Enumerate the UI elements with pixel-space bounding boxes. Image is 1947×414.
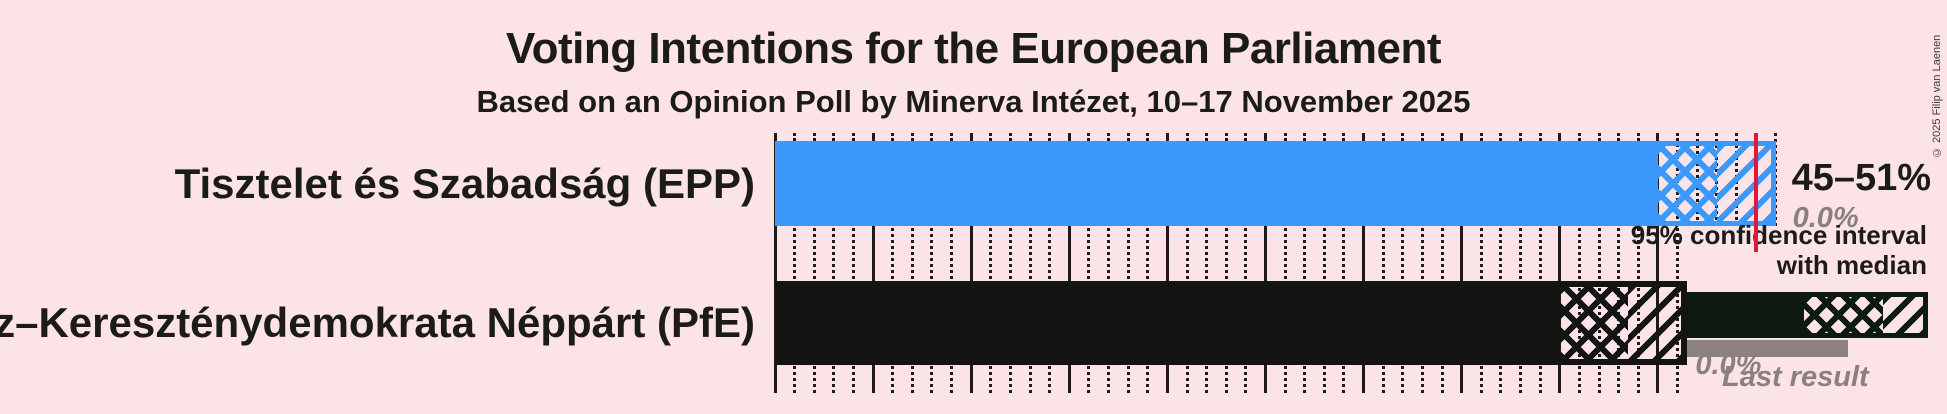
minor-gridline	[1420, 133, 1424, 393]
bar-solid-segment	[775, 281, 1560, 365]
minor-gridline	[1322, 133, 1326, 393]
minor-gridline	[950, 133, 954, 393]
bar-confidence-interval	[1657, 141, 1776, 226]
minor-gridline	[1538, 133, 1542, 393]
minor-gridline	[1381, 133, 1385, 393]
minor-gridline	[1676, 133, 1680, 393]
minor-gridline	[1479, 133, 1483, 393]
legend-solid-segment	[1692, 297, 1804, 333]
major-gridline	[773, 133, 777, 393]
minor-gridline	[1342, 133, 1346, 393]
legend-diagonal-segment	[1883, 297, 1923, 333]
minor-gridline	[793, 133, 797, 393]
bar-confidence-interval	[1559, 281, 1688, 365]
minor-gridline	[1224, 133, 1228, 393]
minor-gridline	[1146, 133, 1150, 393]
legend-crosshatch-segment	[1804, 297, 1883, 333]
major-gridline	[969, 133, 973, 393]
chart-title: Voting Intentions for the European Parli…	[506, 24, 1441, 73]
minor-gridline	[832, 133, 836, 393]
chart-subtitle: Based on an Opinion Poll by Minerva Inté…	[476, 84, 1471, 119]
minor-gridline	[1028, 133, 1032, 393]
major-gridline	[1460, 133, 1464, 393]
minor-gridline	[851, 133, 855, 393]
major-gridline	[871, 133, 875, 393]
minor-gridline	[812, 133, 816, 393]
minor-gridline	[1126, 133, 1130, 393]
major-gridline	[1165, 133, 1169, 393]
minor-gridline	[1401, 133, 1405, 393]
ci-above-median-diagonal-hatch	[1628, 287, 1682, 359]
copyright-note: © 2025 Filip van Laenen	[1931, 34, 1943, 158]
minor-gridline	[1205, 133, 1209, 393]
minor-gridline	[1048, 133, 1052, 393]
minor-gridline	[989, 133, 993, 393]
major-gridline	[1067, 133, 1071, 393]
majority-threshold-line	[1754, 133, 1758, 252]
minor-gridline	[1087, 133, 1091, 393]
ci-below-median-crosshatch	[1657, 146, 1717, 221]
last-result-value-pfe: 0.0%	[1695, 349, 1762, 381]
bar-solid-segment	[775, 141, 1658, 226]
minor-gridline	[1617, 133, 1621, 393]
party-label-pfe: Fidesz–Kereszténydemokrata Néppárt (PfE)	[0, 299, 755, 346]
minor-gridline	[930, 133, 934, 393]
legend-last-result-label: Last result	[1722, 361, 1869, 393]
party-label-epp: Tisztelet és Szabadság (EPP)	[174, 159, 755, 207]
ci-range-label-epp: 45–51%	[1791, 157, 1932, 199]
minor-gridline	[1303, 133, 1307, 393]
last-result-value-epp: 0.0%	[1792, 202, 1859, 234]
minor-gridline	[1008, 133, 1012, 393]
legend-last-result-sample-bar	[1687, 340, 1848, 357]
major-gridline	[1362, 133, 1366, 393]
major-gridline	[1558, 133, 1562, 393]
minor-gridline	[891, 133, 895, 393]
minor-gridline	[910, 133, 914, 393]
minor-gridline	[1283, 133, 1287, 393]
minor-gridline	[1499, 133, 1503, 393]
minor-gridline	[1185, 133, 1189, 393]
minor-gridline	[1577, 133, 1581, 393]
legend-ci-label-line2: with median	[1776, 250, 1927, 280]
minor-gridline	[1636, 133, 1640, 393]
ci-below-median-crosshatch	[1559, 287, 1629, 359]
minor-gridline	[1774, 133, 1778, 226]
major-gridline	[1656, 133, 1660, 393]
minor-gridline	[1597, 133, 1601, 393]
minor-gridline	[1244, 133, 1248, 393]
ci-above-median-diagonal-hatch	[1716, 146, 1771, 221]
minor-gridline	[1107, 133, 1111, 393]
minor-gridline	[1440, 133, 1444, 393]
legend-ci-label-line1: 95% confidence interval	[1630, 220, 1927, 250]
legend-ci-sample-bar	[1687, 292, 1928, 338]
major-gridline	[1264, 133, 1267, 393]
minor-gridline	[1519, 133, 1523, 393]
